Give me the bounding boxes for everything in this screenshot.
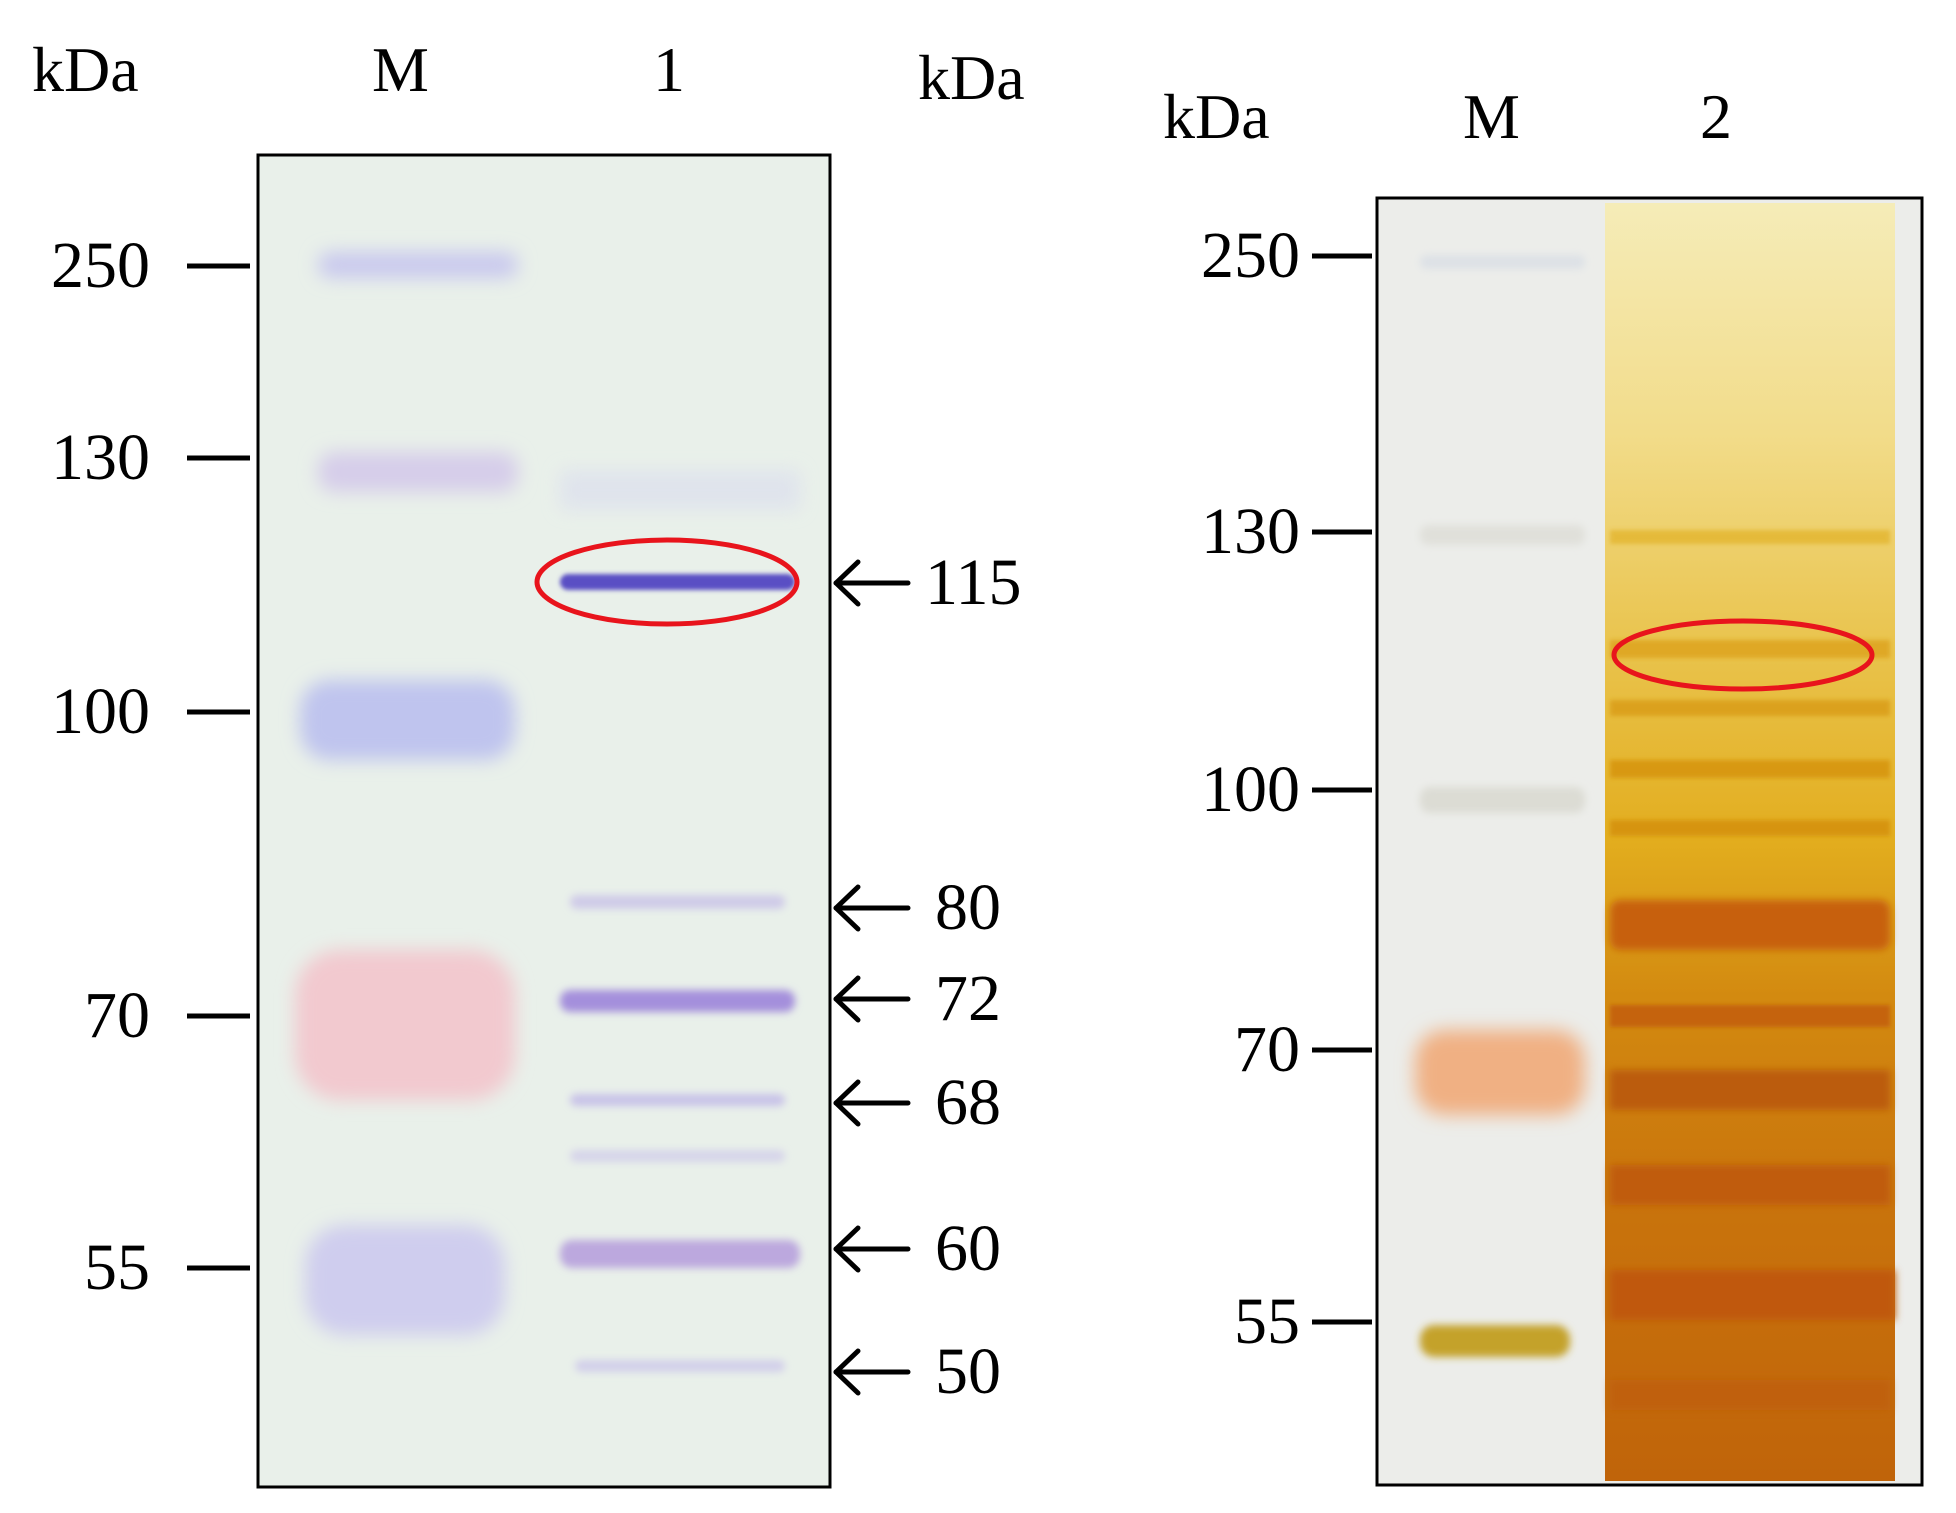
left-axis-title: kDa bbox=[32, 34, 139, 105]
right-mw-55: 55 bbox=[1234, 1285, 1300, 1358]
right-marker-ticks bbox=[1312, 253, 1372, 1325]
lane2-band-d bbox=[1610, 760, 1890, 778]
lane1-band-60 bbox=[560, 1240, 800, 1268]
arrow-label-50: 50 bbox=[935, 1335, 1001, 1408]
lane1-band-80 bbox=[570, 895, 785, 909]
lane2-band-i bbox=[1610, 1165, 1890, 1205]
lane2-smear bbox=[1605, 203, 1895, 1481]
right-sample-lane-2 bbox=[1605, 203, 1895, 1481]
lane2-band-f bbox=[1610, 900, 1890, 950]
left-mw-100: 100 bbox=[51, 675, 150, 748]
lane2-band-k bbox=[1610, 1380, 1890, 1410]
lane1-faint-band bbox=[570, 1150, 785, 1162]
lane2-band-h bbox=[1610, 1070, 1890, 1110]
lane2-band-g bbox=[1610, 1005, 1890, 1027]
arrow-label-80: 80 bbox=[935, 871, 1001, 944]
right-lane-label-2: 2 bbox=[1700, 81, 1732, 152]
lane1-band-68 bbox=[570, 1094, 785, 1106]
left-gel-panel bbox=[187, 153, 911, 1489]
marker-band-100 bbox=[300, 680, 515, 760]
left-mw-70: 70 bbox=[84, 979, 150, 1052]
lane2-band-a bbox=[1610, 530, 1890, 544]
arrow-label-68: 68 bbox=[935, 1066, 1001, 1139]
lane2-band-c bbox=[1610, 700, 1890, 716]
left-highlight-ellipse-115 bbox=[534, 537, 800, 627]
marker-band-70 bbox=[295, 950, 515, 1100]
arrow-80 bbox=[833, 884, 911, 932]
rmarker-band-250 bbox=[1420, 255, 1585, 269]
right-highlight-ellipse bbox=[1611, 618, 1875, 692]
lane1-band-72 bbox=[560, 990, 795, 1012]
lane2-band-j bbox=[1610, 1270, 1895, 1320]
left-marker-lane bbox=[295, 252, 518, 1335]
band-arrows bbox=[833, 559, 911, 1396]
left-mw-55: 55 bbox=[84, 1231, 150, 1304]
arrow-115 bbox=[833, 559, 911, 607]
left-lane-label-1: 1 bbox=[653, 34, 685, 105]
lane2-band-b bbox=[1610, 640, 1890, 658]
lane1-band-115 bbox=[560, 574, 795, 590]
right-mw-100: 100 bbox=[1201, 753, 1300, 826]
arrow-label-115: 115 bbox=[925, 546, 1022, 619]
right-marker-lane bbox=[1415, 255, 1585, 1357]
lane2-band-e bbox=[1610, 820, 1890, 836]
left-sample-lane-1 bbox=[560, 470, 800, 1372]
rmarker-band-55 bbox=[1420, 1325, 1570, 1357]
rmarker-band-130 bbox=[1420, 525, 1585, 545]
rmarker-band-70 bbox=[1415, 1030, 1585, 1115]
arrow-60 bbox=[833, 1225, 911, 1273]
marker-band-250 bbox=[318, 252, 518, 278]
rmarker-band-100 bbox=[1420, 787, 1585, 813]
left-arrow-axis-title: kDa bbox=[918, 42, 1025, 113]
arrow-50 bbox=[833, 1348, 911, 1396]
right-mw-250: 250 bbox=[1201, 219, 1300, 292]
arrow-label-72: 72 bbox=[935, 962, 1001, 1035]
marker-band-130 bbox=[318, 452, 518, 492]
arrow-72 bbox=[833, 975, 911, 1023]
left-marker-ticks bbox=[187, 263, 250, 1271]
lane1-band-50 bbox=[575, 1360, 785, 1372]
right-mw-130: 130 bbox=[1201, 495, 1300, 568]
left-mw-250: 250 bbox=[51, 229, 150, 302]
marker-band-55 bbox=[305, 1225, 505, 1335]
left-lane-label-m: M bbox=[372, 34, 429, 105]
left-mw-130: 130 bbox=[51, 421, 150, 494]
lane1-faint-smear bbox=[560, 470, 800, 510]
right-gel-panel bbox=[1312, 196, 1924, 1487]
arrow-label-60: 60 bbox=[935, 1212, 1001, 1285]
right-lane-label-m: M bbox=[1463, 81, 1520, 152]
right-axis-title: kDa bbox=[1163, 81, 1270, 152]
arrow-68 bbox=[833, 1079, 911, 1127]
right-mw-70: 70 bbox=[1234, 1013, 1300, 1086]
